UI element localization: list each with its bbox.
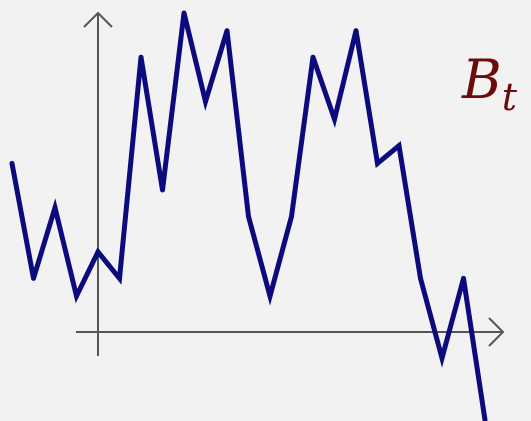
process-label-symbol: B <box>461 48 502 111</box>
data-point <box>203 99 208 104</box>
data-point <box>375 160 380 166</box>
data-point <box>482 417 488 421</box>
data-point <box>439 355 445 361</box>
data-point <box>117 275 122 281</box>
data-point <box>332 116 337 122</box>
series-layer <box>9 10 488 421</box>
data-point <box>418 275 423 281</box>
data-point <box>246 214 251 219</box>
data-point <box>224 28 230 34</box>
x-axis-arrowhead <box>488 317 505 347</box>
data-point <box>160 187 165 193</box>
axes <box>76 11 505 356</box>
data-point <box>95 249 101 255</box>
data-point <box>396 143 402 149</box>
data-point <box>267 293 273 299</box>
data-point <box>310 54 316 60</box>
data-point <box>138 54 144 60</box>
process-label: Bt <box>461 48 518 119</box>
data-point <box>74 293 79 299</box>
data-point <box>52 205 58 211</box>
data-point <box>31 275 36 281</box>
data-point <box>461 275 466 281</box>
data-point <box>9 160 15 166</box>
process-label-subscript: t <box>502 75 518 119</box>
data-point <box>289 214 294 219</box>
y-axis-arrowhead <box>83 11 113 28</box>
data-point <box>353 28 359 34</box>
data-point <box>181 10 187 16</box>
